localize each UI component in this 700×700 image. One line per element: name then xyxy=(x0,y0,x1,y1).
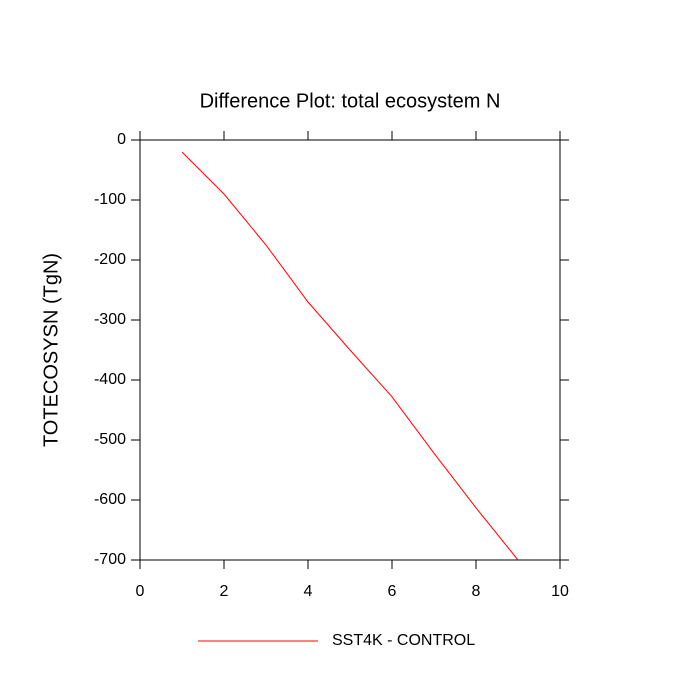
chart-title: Difference Plot: total ecosystem N xyxy=(200,90,501,112)
y-tick-label: -100 xyxy=(94,191,126,208)
y-axis-label: TOTECOSYSN (TgN) xyxy=(40,253,62,447)
x-tick-label: 0 xyxy=(136,583,145,600)
y-tick-label: -500 xyxy=(94,431,126,448)
y-tick-label: -400 xyxy=(94,371,126,388)
x-tick-label: 4 xyxy=(304,583,313,600)
x-tick-label: 10 xyxy=(551,583,569,600)
x-tick-label: 8 xyxy=(472,583,481,600)
x-tick-label: 2 xyxy=(220,583,229,600)
x-tick-label: 6 xyxy=(388,583,397,600)
plot-frame xyxy=(139,139,561,561)
y-tick-label: -600 xyxy=(94,491,126,508)
y-tick-label: 0 xyxy=(117,131,126,148)
y-tick-label: -300 xyxy=(94,311,126,328)
y-tick-label: -200 xyxy=(94,251,126,268)
y-tick-label: -700 xyxy=(94,551,126,568)
legend-label: SST4K - CONTROL xyxy=(332,632,475,649)
data-line xyxy=(181,151,519,561)
